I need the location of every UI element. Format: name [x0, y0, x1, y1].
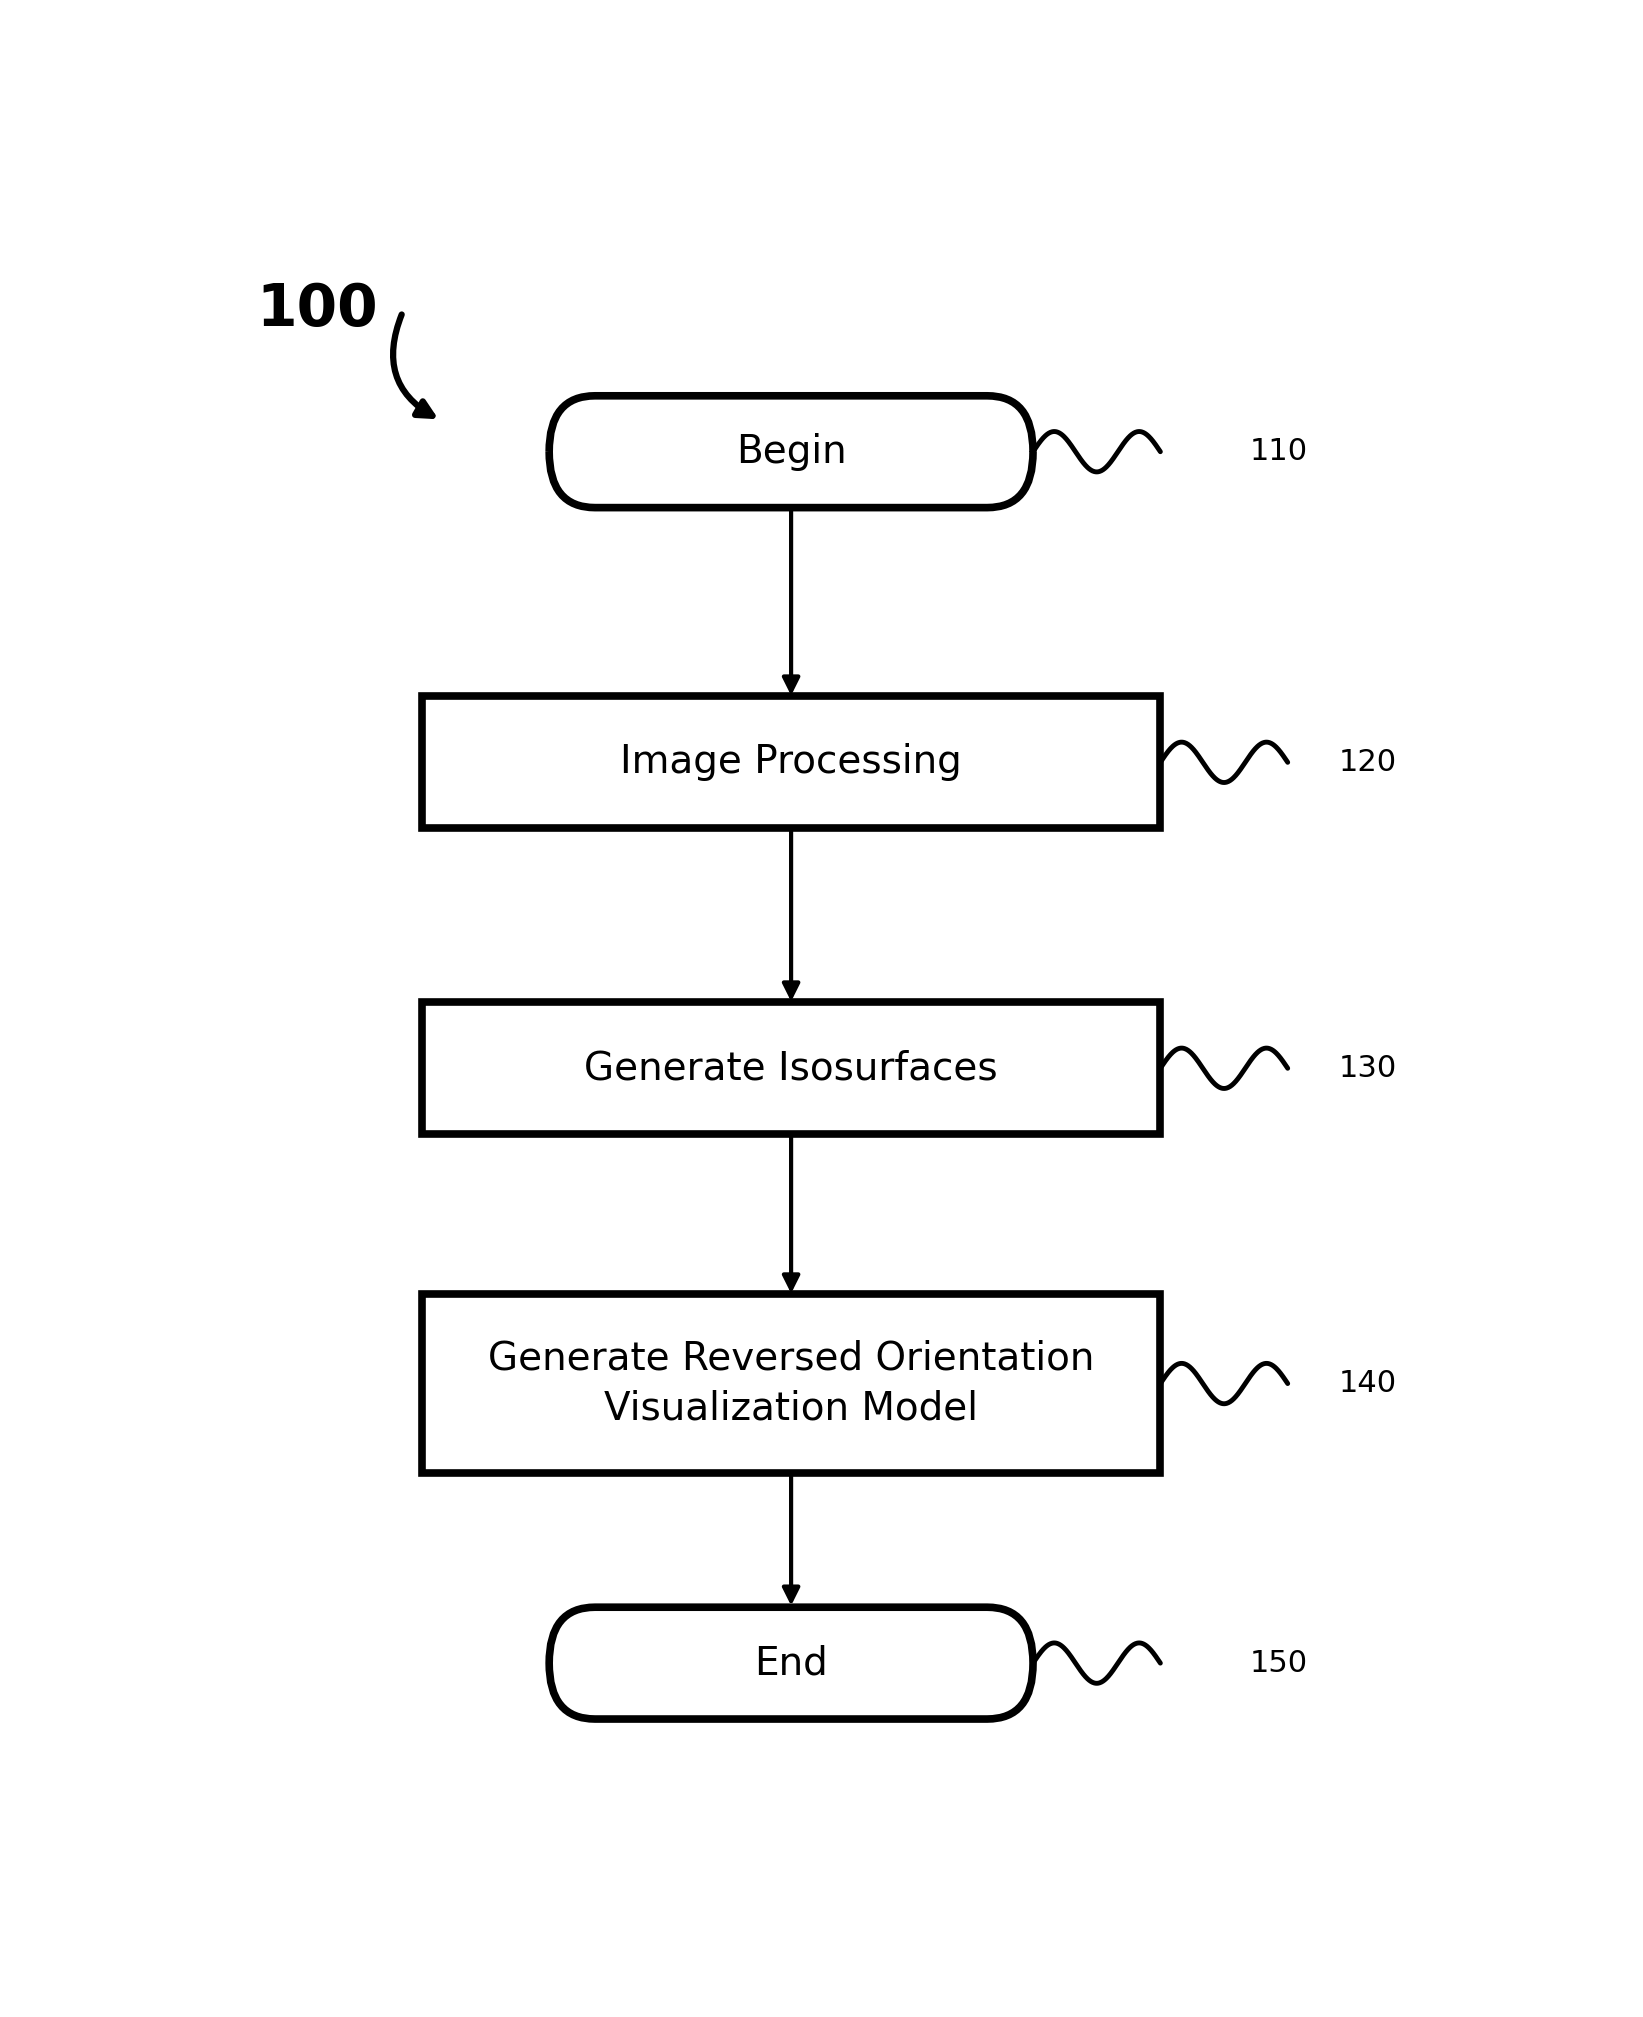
Text: 150: 150: [1250, 1648, 1308, 1678]
Text: 140: 140: [1339, 1370, 1397, 1398]
Text: Generate Reversed Orientation
Visualization Model: Generate Reversed Orientation Visualizat…: [488, 1339, 1094, 1428]
FancyBboxPatch shape: [422, 696, 1160, 829]
Text: 130: 130: [1339, 1053, 1397, 1083]
Text: Generate Isosurfaces: Generate Isosurfaces: [585, 1049, 997, 1087]
FancyBboxPatch shape: [422, 1002, 1160, 1134]
Text: Image Processing: Image Processing: [619, 744, 963, 781]
Text: Begin: Begin: [736, 434, 846, 470]
Text: 100: 100: [256, 280, 378, 339]
FancyBboxPatch shape: [422, 1295, 1160, 1472]
Text: End: End: [754, 1644, 828, 1682]
Text: 120: 120: [1339, 748, 1397, 777]
FancyBboxPatch shape: [549, 1608, 1033, 1718]
Text: 110: 110: [1250, 438, 1308, 466]
FancyBboxPatch shape: [549, 395, 1033, 508]
